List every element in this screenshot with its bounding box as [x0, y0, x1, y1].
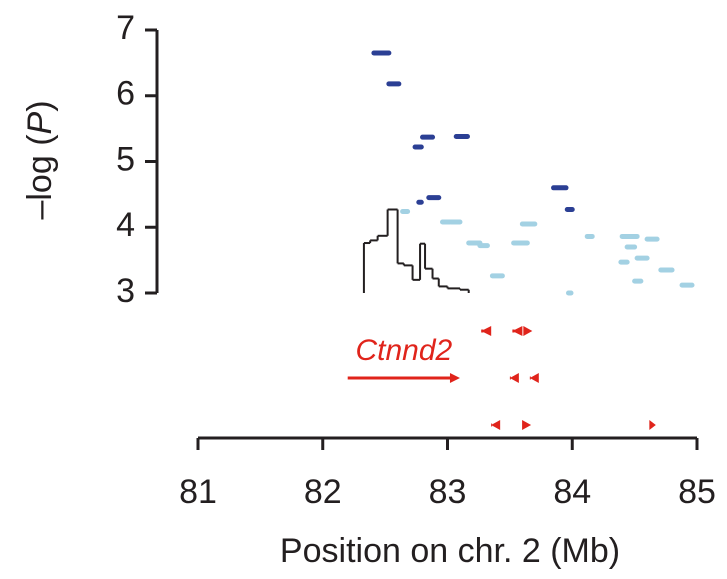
- gene-arrowhead: [512, 326, 523, 336]
- y-tick-label: 6: [116, 75, 135, 113]
- y-tick-label: 3: [116, 272, 135, 310]
- gene-arrowhead: [522, 420, 532, 430]
- x-tick-label: 85: [678, 473, 716, 511]
- y-title-part: –log (: [21, 134, 59, 220]
- gene-arrowhead: [509, 373, 519, 383]
- gene-arrowhead: [491, 420, 501, 430]
- y-title-part: P: [21, 111, 59, 134]
- gene-arrowhead: [449, 373, 460, 383]
- y-title-part: ): [21, 100, 59, 111]
- x-tick-label: 84: [553, 473, 591, 511]
- gene-arrowhead: [649, 420, 656, 430]
- y-tick-label: 5: [116, 140, 135, 178]
- x-axis-title: Position on chr. 2 (Mb): [280, 532, 620, 570]
- gene-arrowhead: [481, 326, 492, 336]
- gene-arrowhead: [523, 326, 533, 336]
- y-axis-title: –log (P): [21, 100, 59, 219]
- x-tick-label: 81: [179, 473, 217, 511]
- y-tick-label: 4: [116, 206, 135, 244]
- gene-label: Ctnnd2: [355, 334, 452, 367]
- x-tick-label: 82: [304, 473, 342, 511]
- y-tick-label: 7: [116, 9, 135, 47]
- gene-arrowhead: [529, 373, 539, 383]
- x-tick-label: 83: [429, 473, 467, 511]
